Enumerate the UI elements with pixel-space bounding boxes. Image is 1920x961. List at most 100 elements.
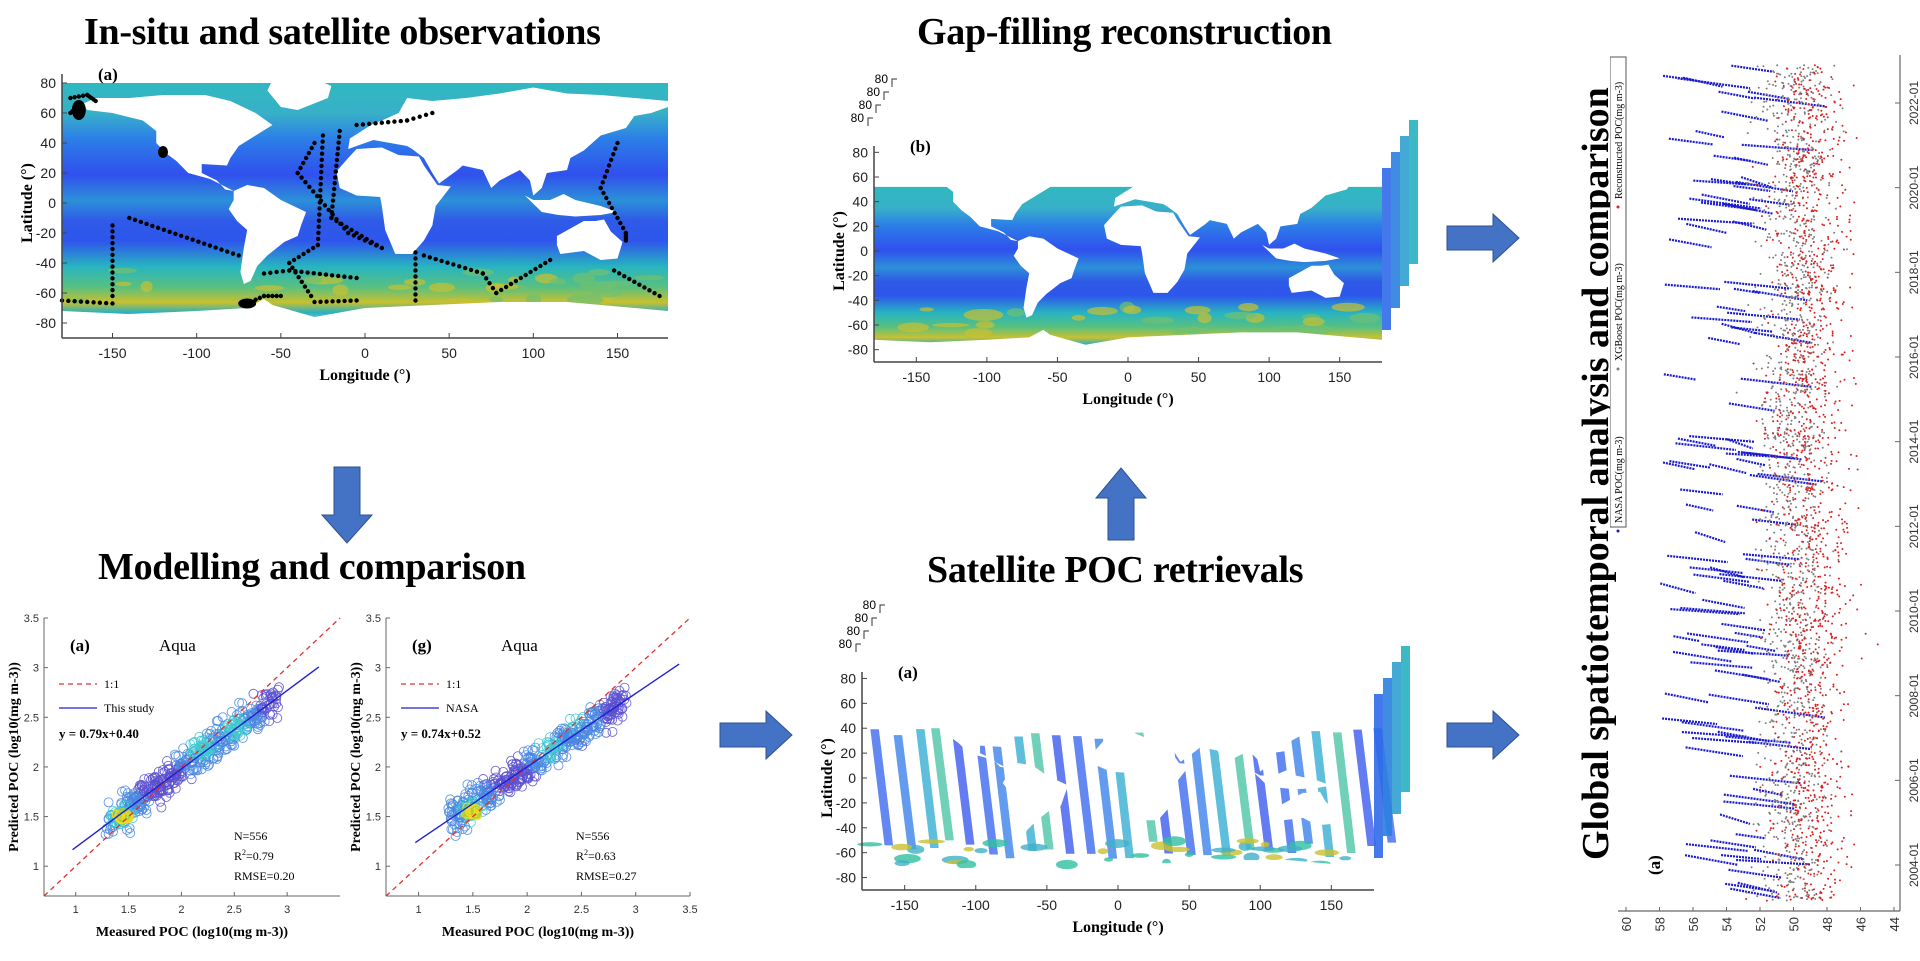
reconstructed-poc-point [1816,255,1819,258]
x-tick-label: 2.5 [227,904,242,916]
xgboost-poc-point [1794,687,1797,690]
xgboost-poc-point [1794,221,1797,224]
satellite-patch [891,843,913,851]
reconstructed-poc-point [1801,516,1804,519]
reconstructed-poc-point [1789,811,1792,814]
xgboost-poc-point [1770,545,1773,548]
xgboost-poc-point [1816,711,1819,714]
xgboost-poc-point [1828,181,1831,184]
xgboost-poc-point [1830,256,1833,259]
reconstructed-poc-point [1802,190,1805,193]
xgboost-poc-point [1762,65,1765,68]
reconstructed-poc-point [1821,258,1824,261]
reconstructed-poc-point [1806,147,1809,150]
xgboost-poc-point [1783,682,1786,685]
x-tick-label: -50 [271,345,291,361]
xgboost-poc-point [1801,888,1804,891]
reconstructed-poc-point [1795,184,1798,187]
xgboost-poc-point [1761,422,1764,425]
reconstructed-poc-point [1841,840,1844,843]
insitu-sample [280,269,286,274]
reconstructed-poc-point [1812,210,1815,213]
xgboost-poc-point [1790,213,1793,216]
xgboost-poc-point [1755,367,1758,370]
reconstructed-poc-point [1850,810,1853,813]
x-tick-label: 2.5 [574,904,589,916]
scatter-point [602,714,613,725]
reconstructed-poc-point [1811,755,1814,758]
reconstructed-poc-point [1840,646,1843,649]
reconstructed-poc-point [1804,444,1807,447]
insitu-sample [190,237,195,242]
xgboost-poc-point [1806,526,1809,529]
reconstructed-poc-point [1796,547,1799,550]
xgboost-poc-point [1802,858,1805,861]
high-poc-patch [897,322,930,333]
scatter-point [186,774,197,785]
continent-south-america [1013,236,1079,318]
reconstructed-poc-point [1793,478,1796,481]
xgboost-poc-point [1805,519,1808,522]
insitu-sample [334,157,340,163]
xgboost-poc-point [1793,237,1796,240]
xgboost-poc-point [1792,150,1795,153]
reconstructed-poc-point [1825,113,1828,116]
xgboost-poc-point [1812,699,1815,702]
xgboost-poc-point [1797,820,1800,823]
insitu-sample [213,245,218,250]
reconstructed-poc-point [1775,397,1778,400]
reconstructed-poc-point [1824,96,1827,99]
insitu-sample [413,292,418,297]
reconstructed-poc-point [1807,292,1810,295]
xgboost-poc-point [1812,558,1815,561]
xgboost-poc-point [1775,873,1778,876]
xgboost-poc-point [1815,544,1818,547]
x-tick-label: 0 [1124,369,1132,385]
xgboost-poc-point [1812,505,1815,508]
reconstructed-poc-point [1814,511,1817,514]
nasa-poc-segment [1728,402,1775,412]
xgboost-poc-point [1802,619,1805,622]
xgboost-poc-point [1774,548,1777,551]
reconstructed-poc-point [1824,694,1827,697]
xgboost-poc-point [1817,343,1820,346]
nasa-poc-segment [1662,74,1694,82]
reconstructed-poc-point [1797,135,1800,138]
reconstructed-poc-point [1805,426,1808,429]
stacked-tick-label: 80 [859,98,873,112]
reconstructed-poc-point [1847,703,1850,706]
reconstructed-poc-point [1816,737,1819,740]
xgboost-poc-point [1829,241,1832,244]
nasa-poc-segment [1721,622,1767,632]
insitu-sample [316,224,321,229]
reconstructed-poc-point [1784,120,1787,123]
xgboost-poc-point [1817,529,1820,532]
x-tick-label: 100 [1257,369,1281,385]
reconstructed-poc-point [1822,537,1825,540]
reconstructed-poc-point [1794,577,1797,580]
reconstructed-poc-point [1791,273,1794,276]
xgboost-poc-point [1780,691,1783,694]
reconstructed-poc-point [1801,708,1804,711]
xgboost-poc-point [1802,682,1805,685]
reconstructed-poc-point [1790,612,1793,615]
reconstructed-poc-point [1793,691,1796,694]
reconstructed-poc-point [1795,102,1798,105]
xgboost-poc-point [1780,263,1783,266]
xgboost-poc-point [1771,513,1774,516]
reconstructed-poc-point [1769,819,1772,822]
xgboost-poc-point [1787,434,1790,437]
reconstructed-poc-point [1803,179,1806,182]
reconstructed-poc-point [1821,285,1824,288]
reconstructed-poc-point [1826,783,1829,786]
scatter-point [265,709,276,720]
insitu-sample [225,249,230,254]
scatter-point [189,764,200,775]
xgboost-poc-point [1805,142,1808,145]
reconstructed-poc-point [1786,702,1789,705]
reconstructed-poc-point [1804,225,1807,228]
reconstructed-poc-point [1793,384,1796,387]
xgboost-poc-point [1786,336,1789,339]
reconstructed-poc-point [1820,527,1823,530]
